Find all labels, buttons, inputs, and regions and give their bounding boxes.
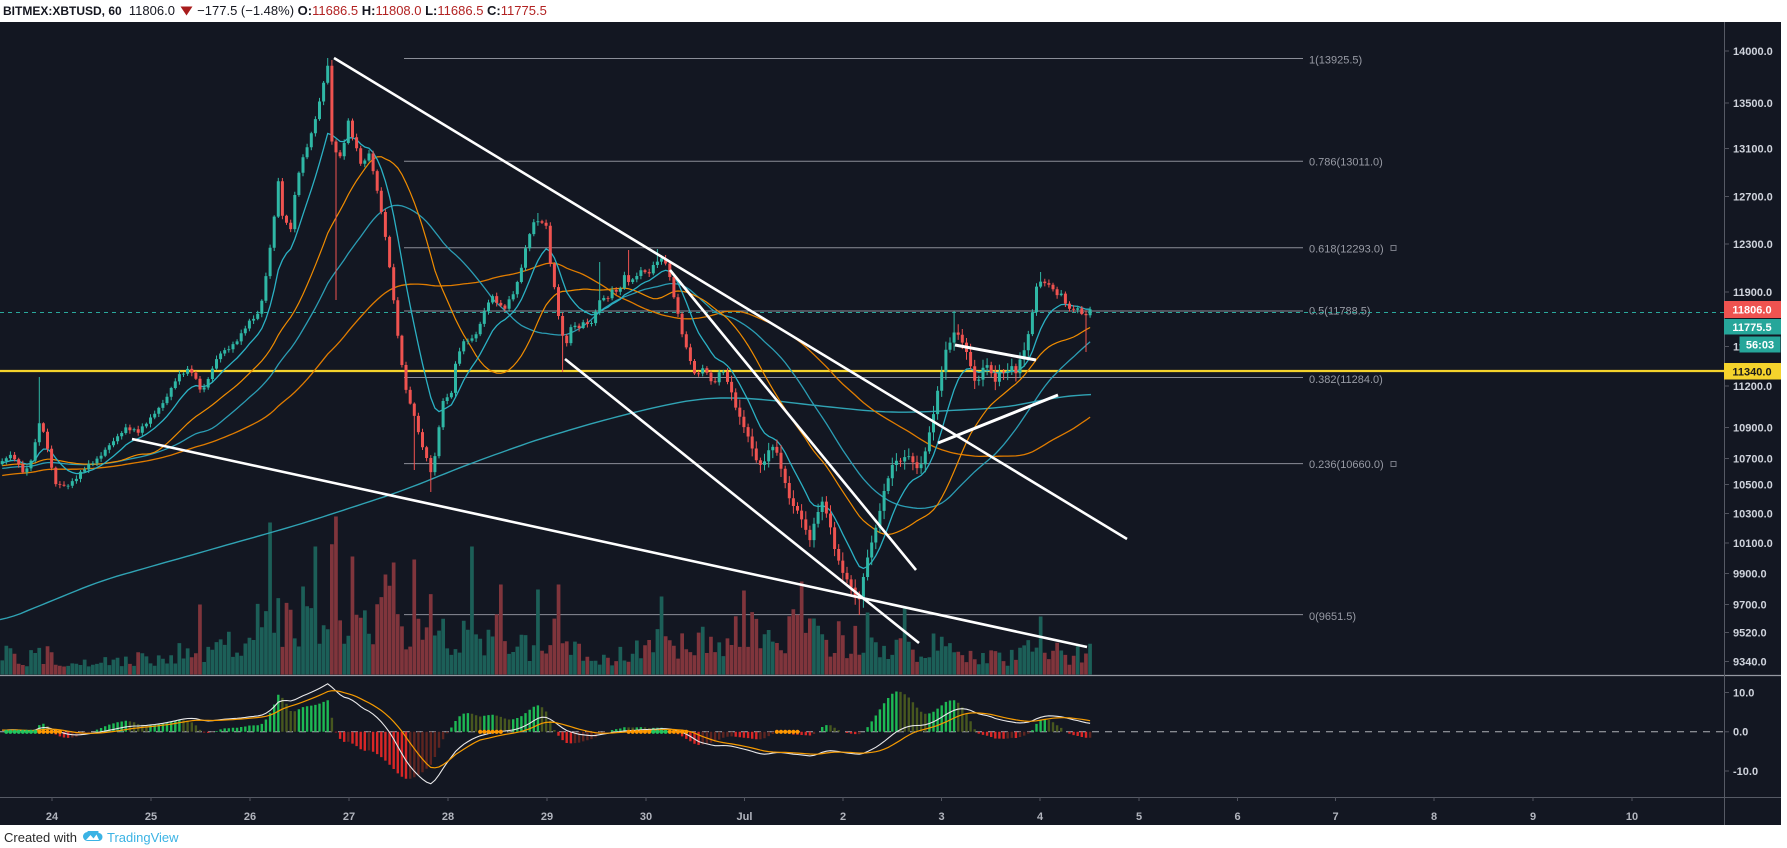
- svg-text:10100.0: 10100.0: [1733, 538, 1773, 550]
- svg-text:10500.0: 10500.0: [1733, 479, 1773, 491]
- svg-text:13100.0: 13100.0: [1733, 143, 1773, 155]
- svg-text:9700.0: 9700.0: [1733, 599, 1767, 611]
- svg-text:29: 29: [541, 811, 553, 823]
- svg-text:10: 10: [1626, 811, 1638, 823]
- svg-text:2: 2: [840, 811, 846, 823]
- svg-text:10.0: 10.0: [1733, 687, 1754, 699]
- svg-text:0.786(13011.0): 0.786(13011.0): [1309, 156, 1383, 168]
- svg-text:0.382(11284.0): 0.382(11284.0): [1309, 374, 1383, 386]
- svg-text:10700.0: 10700.0: [1733, 453, 1773, 465]
- svg-text:9520.0: 9520.0: [1733, 627, 1767, 639]
- svg-text:11900.0: 11900.0: [1733, 287, 1772, 299]
- svg-text:24: 24: [46, 811, 59, 823]
- svg-text:0.236(10660.0): 0.236(10660.0): [1309, 459, 1384, 471]
- svg-text:26: 26: [244, 811, 256, 823]
- svg-text:1(13925.5): 1(13925.5): [1309, 55, 1362, 67]
- svg-text:11806.0: 11806.0: [1732, 305, 1771, 317]
- svg-text:9: 9: [1530, 811, 1536, 823]
- svg-text:0.0: 0.0: [1733, 727, 1748, 739]
- svg-text:11200.0: 11200.0: [1733, 381, 1772, 393]
- svg-text:3: 3: [938, 811, 944, 823]
- svg-text:5: 5: [1136, 811, 1142, 823]
- svg-text:30: 30: [640, 811, 652, 823]
- svg-text:8: 8: [1431, 811, 1437, 823]
- svg-text:10900.0: 10900.0: [1733, 422, 1773, 434]
- svg-text:11775.5: 11775.5: [1732, 322, 1771, 334]
- svg-text:7: 7: [1332, 811, 1338, 823]
- svg-text:0.618(12293.0): 0.618(12293.0): [1309, 243, 1384, 255]
- svg-text:27: 27: [343, 811, 355, 823]
- svg-text:9340.0: 9340.0: [1733, 656, 1767, 668]
- svg-text:0(9651.5): 0(9651.5): [1309, 611, 1356, 623]
- svg-text:-10.0: -10.0: [1733, 766, 1758, 778]
- svg-text:10300.0: 10300.0: [1733, 508, 1773, 520]
- svg-text:56:03: 56:03: [1746, 340, 1774, 352]
- svg-text:4: 4: [1037, 811, 1044, 823]
- svg-text:11340.0: 11340.0: [1732, 366, 1771, 378]
- svg-text:0.5(11788.5): 0.5(11788.5): [1309, 306, 1371, 318]
- svg-text:9900.0: 9900.0: [1733, 568, 1767, 580]
- svg-text:Jul: Jul: [737, 811, 753, 823]
- svg-text:6: 6: [1234, 811, 1240, 823]
- svg-text:28: 28: [442, 811, 454, 823]
- svg-text:13500.0: 13500.0: [1733, 98, 1773, 110]
- svg-text:12300.0: 12300.0: [1733, 239, 1773, 251]
- svg-text:12700.0: 12700.0: [1733, 191, 1773, 203]
- svg-text:14000.0: 14000.0: [1733, 46, 1773, 58]
- svg-text:25: 25: [145, 811, 157, 823]
